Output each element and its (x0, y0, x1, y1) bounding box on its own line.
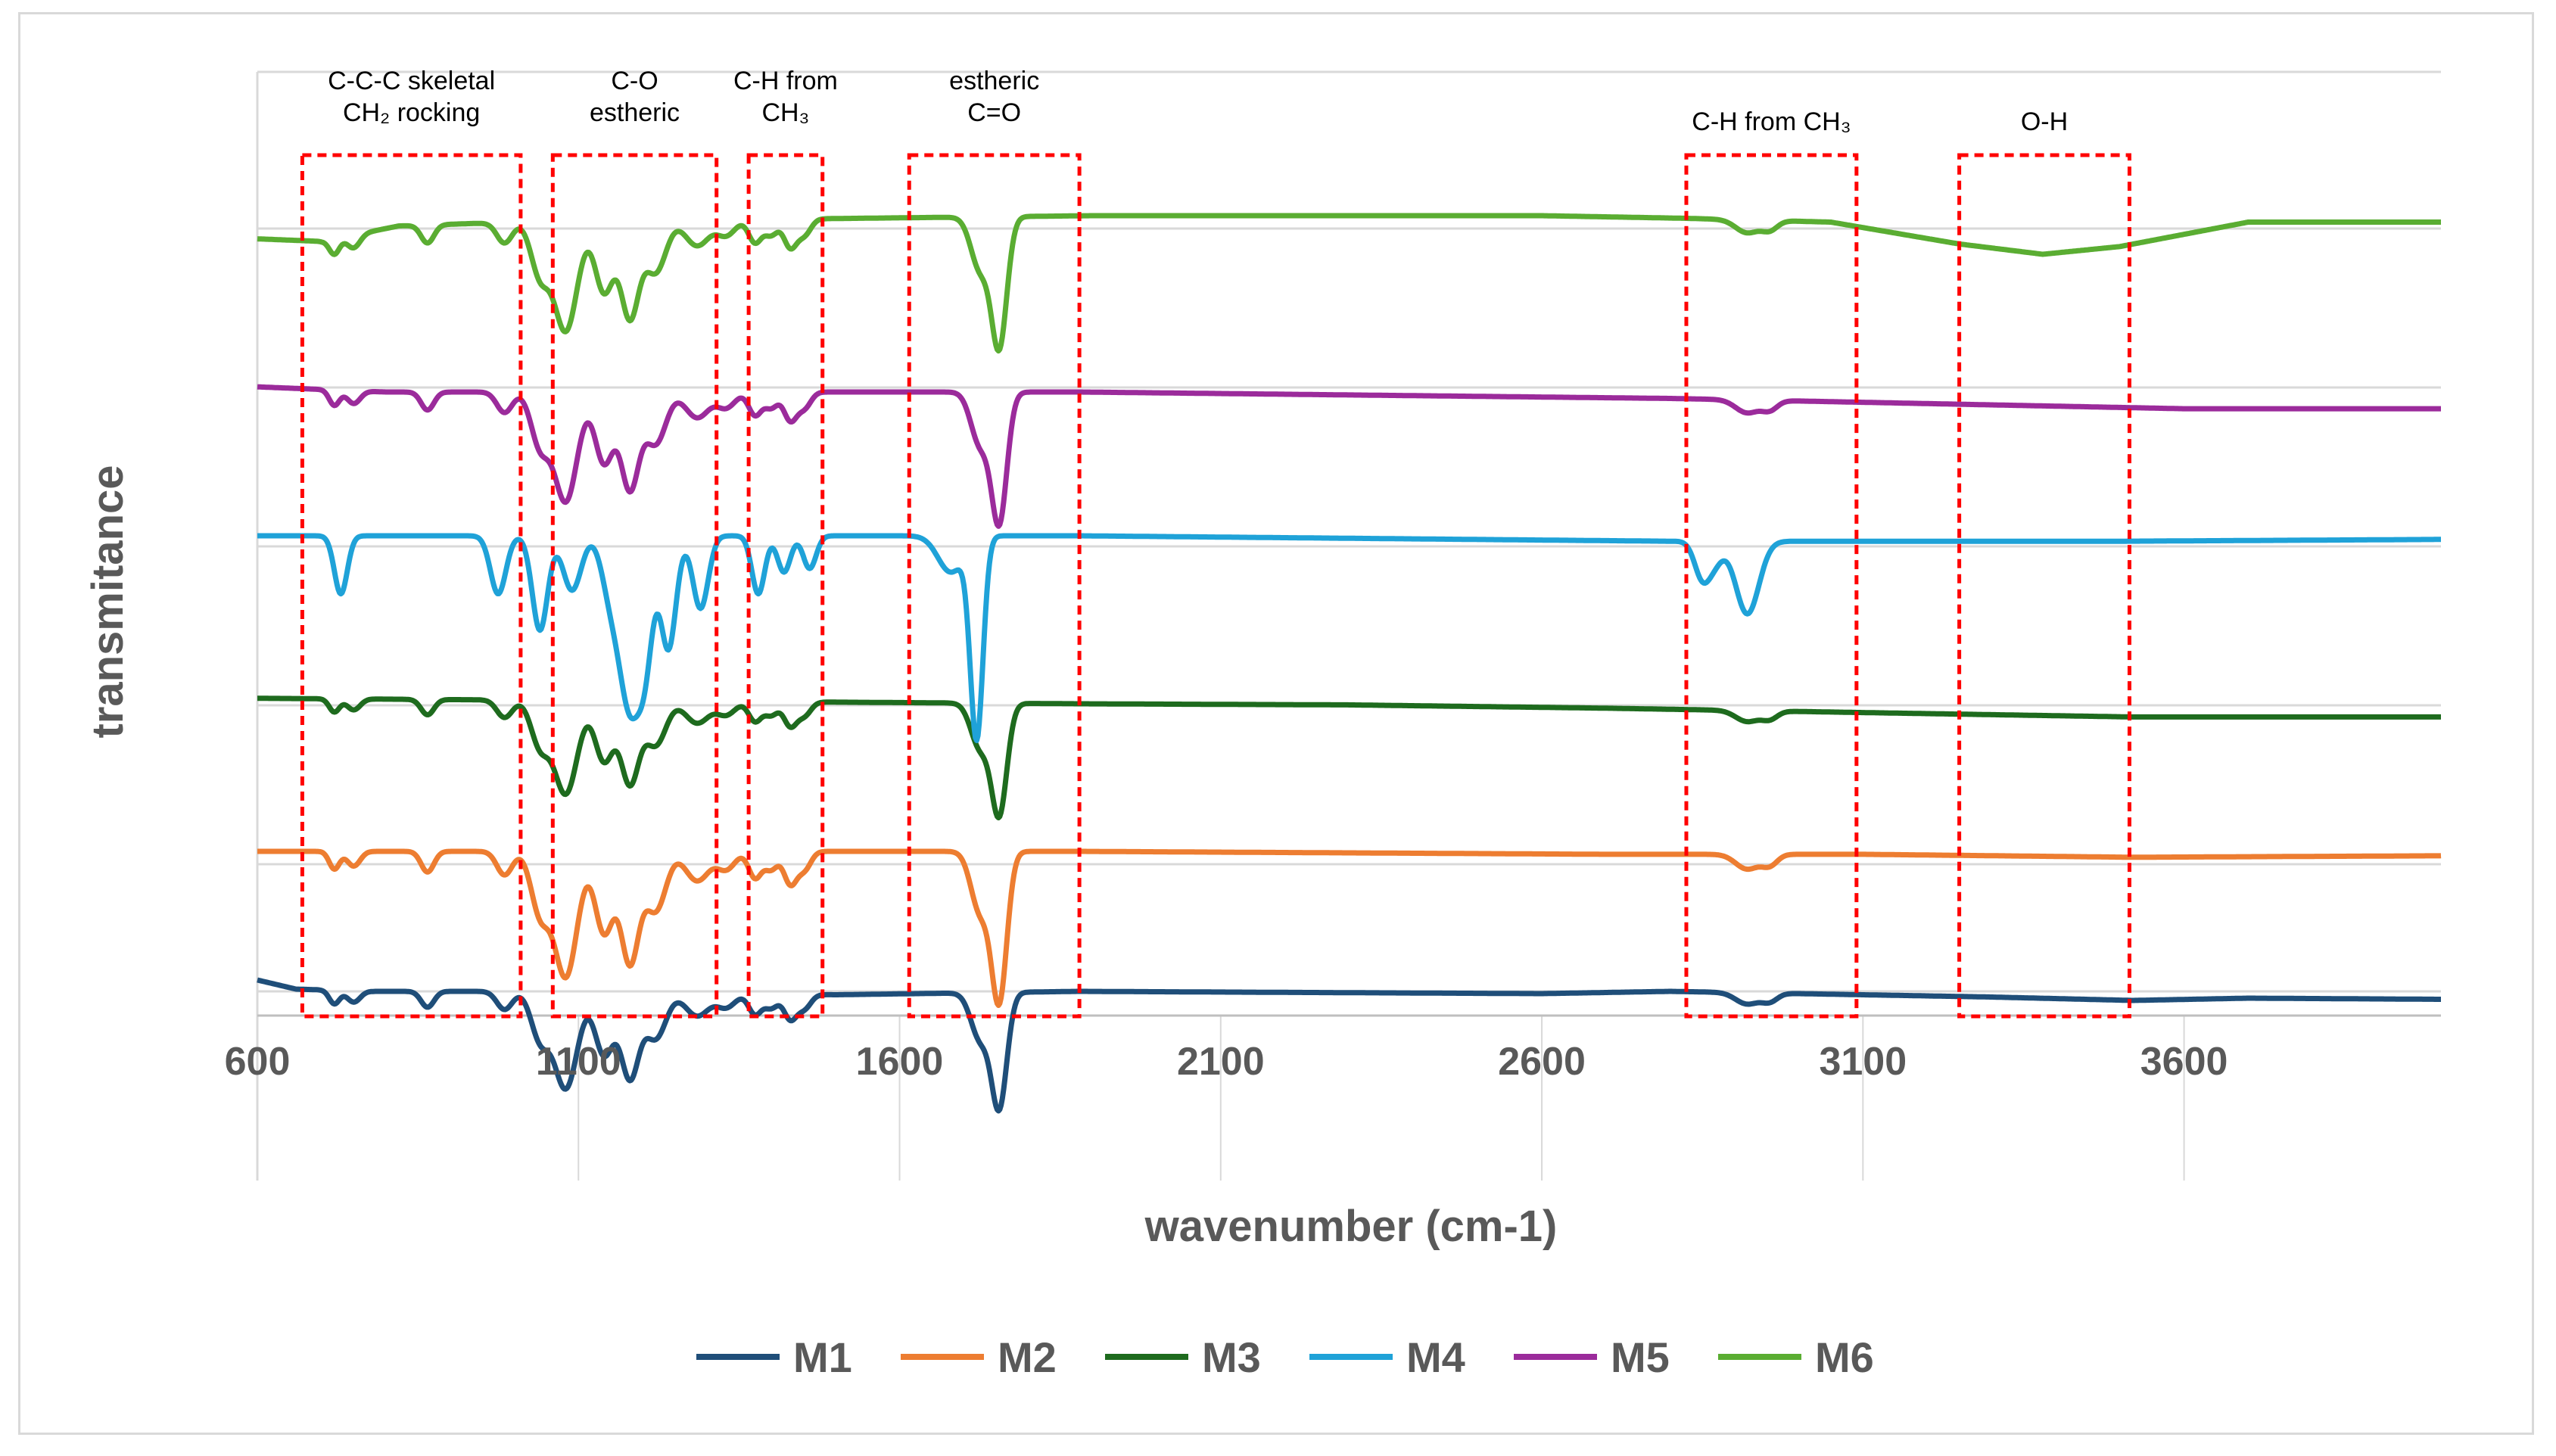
annotation-label-co2-1: estheric (949, 67, 1039, 95)
annotation-label-ccc-2: CH₂ rocking (343, 98, 480, 127)
annotation-box-chhigh (1684, 153, 1859, 1019)
series-line-M1 (256, 977, 2442, 1114)
series-line-M6 (256, 213, 2442, 354)
x-tick-label-2100: 2100 (1177, 1040, 1265, 1084)
series-line-M2 (256, 848, 2442, 1008)
x-tick-labels: 600 1100 1600 2100 2600 3100 3600 (225, 1040, 2228, 1084)
annotation-box-chlow (746, 153, 825, 1019)
grid-lines (256, 70, 2441, 1181)
annotation-boxes: C-C-C skeletal CH₂ rocking C-O estheric C-H … (300, 67, 2131, 1019)
series-line-M4 (256, 533, 2442, 743)
legend: M1 M2 M3 M4 M5 M6 (696, 1333, 1874, 1381)
annotation-label-chlow-2: CH₃ (761, 98, 809, 127)
legend-label-M4: M4 (1406, 1333, 1465, 1381)
annotation-box-ccc (300, 153, 523, 1019)
annotation-label-ccc-1: C-C-C skeletal (328, 67, 495, 95)
annotation-label-co2-2: C=O (967, 98, 1021, 127)
series-line-M5 (256, 384, 2442, 529)
y-axis-title: transmitance (83, 465, 132, 738)
legend-label-M6: M6 (1815, 1333, 1874, 1381)
legend-label-M5: M5 (1611, 1333, 1670, 1381)
annotation-box-co2 (907, 153, 1082, 1019)
series-lines (256, 213, 2442, 1114)
x-tick-label-1100: 1100 (536, 1040, 621, 1084)
annotation-label-co-2: estheric (590, 98, 680, 127)
x-axis-title: wavenumber (cm-1) (1144, 1202, 1558, 1251)
chart-frame (18, 12, 2534, 1435)
legend-label-M3: M3 (1202, 1333, 1261, 1381)
annotation-label-chlow-1: C-H from (733, 67, 838, 95)
annotation-label-oh-1: O-H (2021, 107, 2068, 136)
annotation-box-co (550, 153, 719, 1019)
annotation-label-chhigh-1: C-H from CH₃ (1692, 107, 1851, 136)
x-tick-label-3100: 3100 (1819, 1040, 1907, 1084)
series-line-M3 (256, 695, 2442, 821)
annotation-label-co-1: C-O (611, 67, 658, 95)
legend-label-M1: M1 (793, 1333, 852, 1381)
x-tick-label-3600: 3600 (2140, 1040, 2228, 1084)
x-tick-label-1600: 1600 (856, 1040, 944, 1084)
legend-label-M2: M2 (998, 1333, 1057, 1381)
x-tick-label-600: 600 (225, 1040, 291, 1084)
x-tick-label-2600: 2600 (1498, 1040, 1586, 1084)
annotation-box-oh (1957, 153, 2131, 1019)
